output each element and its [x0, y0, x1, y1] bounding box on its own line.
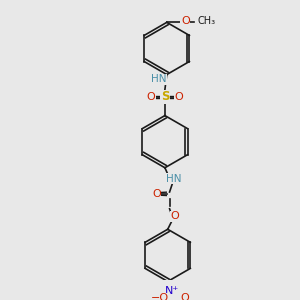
Text: HN: HN	[167, 174, 182, 184]
Text: O: O	[181, 16, 190, 26]
Text: O: O	[171, 211, 179, 221]
Text: −O: −O	[151, 293, 169, 300]
Text: CH₃: CH₃	[197, 16, 216, 26]
Text: N⁺: N⁺	[165, 286, 179, 296]
Text: O: O	[147, 92, 155, 102]
Text: S: S	[161, 90, 169, 104]
Text: O: O	[180, 293, 189, 300]
Text: O: O	[152, 189, 161, 199]
Text: HN: HN	[151, 74, 166, 84]
Text: O: O	[175, 92, 183, 102]
